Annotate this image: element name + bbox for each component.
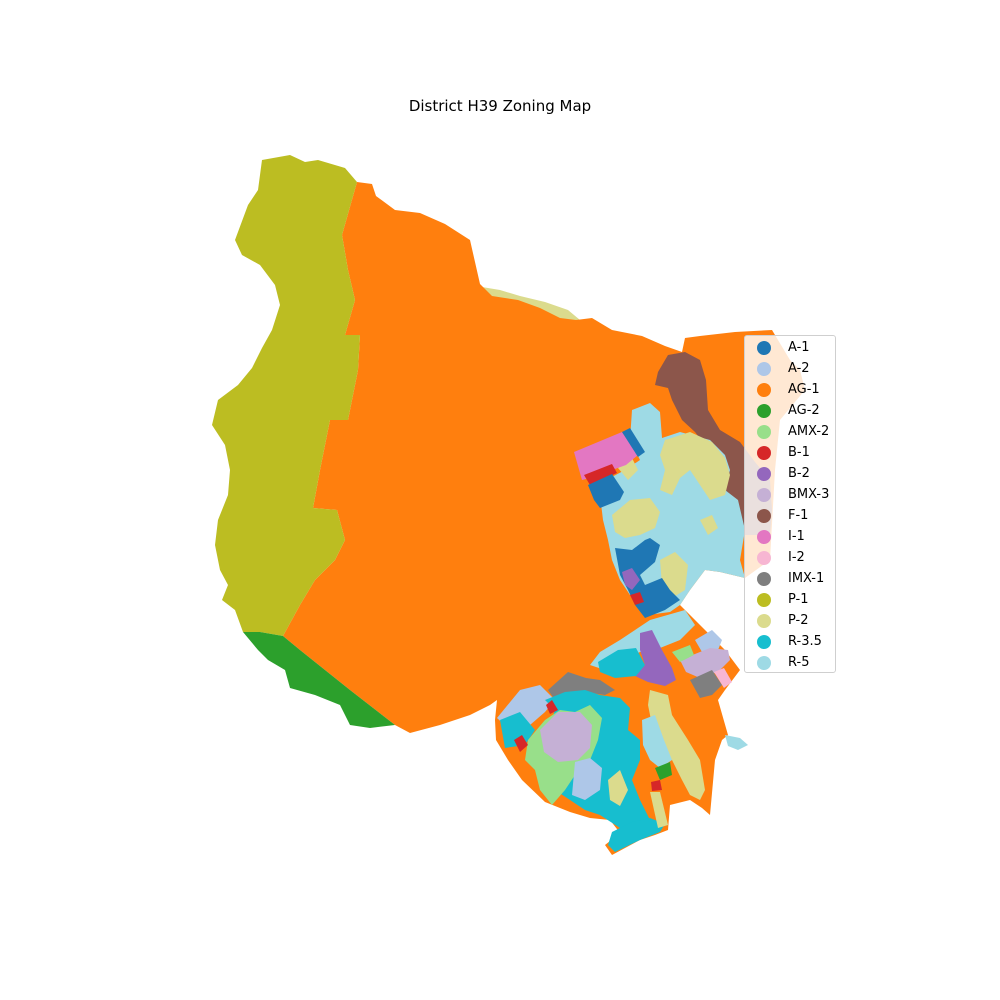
zone-a1-north-strip [622,428,645,457]
legend-label-b2: B-2 [788,466,810,481]
legend-swatch-r5 [757,655,771,670]
zone-i2 [714,668,732,688]
zone-imx1-east [690,670,722,698]
zone-a2-northeast [695,630,722,652]
legend-item-r35: R-3.5 [745,631,837,652]
zone-p2-south-corridor [648,690,705,800]
legend-label-ag1: AG-1 [788,382,820,397]
legend-label-imx1: IMX-1 [788,571,825,586]
legend-swatch-ag1 [757,382,771,397]
zone-a1-middle [615,538,680,618]
legend-item-b2: B-2 [745,463,837,484]
legend-item-p2: P-2 [745,610,837,631]
legend-swatch-p2 [757,613,771,628]
legend-item-a2: A-2 [745,358,837,379]
legend-label-bmx3: BMX-3 [788,487,830,502]
zone-b1-south-small [651,780,662,791]
legend-swatch-a2 [757,361,771,376]
zone-p2-east-5 [618,458,638,480]
legend-swatch-b2 [757,466,771,481]
legend-item-i1: I-1 [745,526,837,547]
legend-swatch-imx1 [757,571,771,586]
zone-ag1-main [283,182,805,855]
legend-item-r5: R-5 [745,652,837,673]
zone-bmx3-south [540,712,592,762]
zone-r5-east-lip [725,735,748,750]
legend-swatch-ag2 [757,403,771,418]
zone-r35-south-tail [608,818,665,852]
legend-label-p2: P-2 [788,613,809,628]
map-title: District H39 Zoning Map [408,97,592,115]
legend-label-amx2: AMX-2 [788,424,830,439]
legend-label-r5: R-5 [788,655,810,670]
zone-b1-southwest [514,700,558,752]
zone-p2-east-1 [660,432,730,500]
legend-label-f1: F-1 [788,508,809,523]
legend-label-r35: R-3.5 [788,634,822,649]
zone-ag2-south-small [655,762,672,780]
legend-label-i2: I-2 [788,550,805,565]
zone-p2-east-4 [700,515,718,535]
zone-p1-west [212,155,360,636]
zone-b2-large [635,630,676,686]
legend-item-amx2: AMX-2 [745,421,837,442]
legend-swatch-amx2 [757,424,771,439]
zone-r35-east [598,648,645,678]
legend-item-imx1: IMX-1 [745,568,837,589]
legend-item-b1: B-1 [745,442,837,463]
legend-label-b1: B-1 [788,445,810,460]
zone-ag2-southwest [243,632,395,728]
legend-swatch-b1 [757,445,771,460]
legend-label-p1: P-1 [788,592,809,607]
legend-label-a2: A-2 [788,361,810,376]
zone-b2-small [622,568,640,590]
legend-swatch-p1 [757,592,771,607]
zone-p2-south-blob [608,770,628,806]
zone-i1 [574,432,638,480]
zone-b1-middle [630,592,644,605]
legend-label-ag2: AG-2 [788,403,820,418]
zone-p2-south-tail [650,792,668,828]
legend-item-i2: I-2 [745,547,837,568]
zone-r5-south-corridor [642,715,672,768]
zone-a2-south-2 [572,758,602,800]
legend-item-f1: F-1 [745,505,837,526]
legend-swatch-a1 [757,340,771,355]
legend-item-ag2: AG-2 [745,400,837,421]
legend-item-p1: P-1 [745,589,837,610]
legend-label-a1: A-1 [788,340,810,355]
zone-b1-north [584,464,617,485]
zone-p2-east-2 [612,498,660,538]
legend-swatch-r35 [757,634,771,649]
legend-swatch-i2 [757,550,771,565]
map-legend: A-1 A-2 AG-1 AG-2 AMX-2 B-1 B-2 BMX-3 F-… [744,335,836,673]
legend-swatch-bmx3 [757,487,771,502]
legend-item-ag1: AG-1 [745,379,837,400]
legend-item-bmx3: BMX-3 [745,484,837,505]
zone-amx2-east [672,645,694,662]
legend-item-a1: A-1 [745,337,837,358]
legend-swatch-i1 [757,529,771,544]
zone-a1-north [588,474,624,508]
legend-label-i1: I-1 [788,529,805,544]
legend-swatch-f1 [757,508,771,523]
